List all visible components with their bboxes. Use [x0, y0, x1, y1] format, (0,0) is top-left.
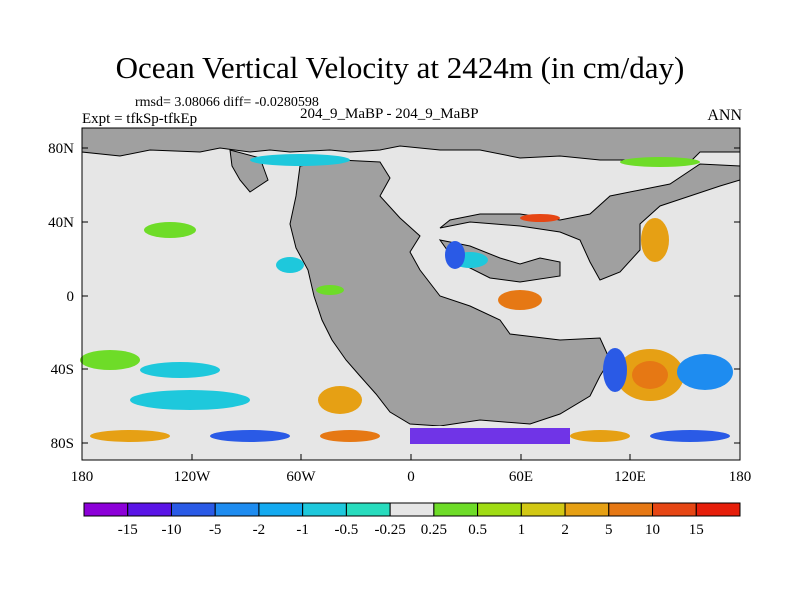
lat-tick-label: 40S: [51, 362, 74, 378]
velocity-patch: [276, 257, 304, 273]
colorbar-swatch: [345, 502, 391, 517]
velocity-patch: [410, 428, 570, 444]
colorbar-tick-label: -0.25: [375, 522, 406, 538]
velocity-patch: [632, 361, 668, 389]
velocity-patch: [80, 350, 140, 370]
velocity-patch: [650, 430, 730, 442]
colorbar-boxes: [83, 502, 741, 517]
colorbar-tick-label: -1: [296, 522, 309, 538]
velocity-patch: [318, 386, 362, 414]
colorbar-swatch: [302, 502, 347, 517]
colorbar-tick-label: 15: [689, 522, 704, 538]
colorbar-swatch: [477, 502, 522, 517]
lat-tick-label: 80S: [51, 436, 74, 452]
colorbar-swatch: [695, 502, 741, 517]
map-ticks: [81, 147, 741, 460]
colorbar-swatch: [170, 502, 216, 517]
rmsd-diff-text: rmsd= 3.08066 diff= -0.0280598: [135, 95, 319, 110]
colorbar-tick-label: -5: [209, 522, 222, 538]
velocity-patch: [140, 362, 220, 378]
velocity-patch: [90, 430, 170, 442]
colorbar-tick-label: 2: [561, 522, 569, 538]
velocity-patch: [677, 354, 733, 390]
velocity-patch: [498, 290, 542, 310]
lon-tick-label: 120E: [614, 469, 646, 485]
colorbar-swatch: [83, 502, 129, 517]
lat-tick-label: 80N: [48, 141, 74, 157]
colorbar-swatch: [389, 502, 435, 517]
velocity-patch: [641, 218, 669, 262]
velocity-patch: [570, 430, 630, 442]
velocity-patch: [603, 348, 627, 392]
velocity-patch: [130, 390, 250, 410]
colorbar-swatch: [564, 502, 610, 517]
colorbar-tick-label: 1: [518, 522, 526, 538]
colorbar-tick-label: 10: [645, 522, 660, 538]
case-label: 204_9_MaBP - 204_9_MaBP: [300, 106, 479, 122]
colorbar-tick-label: -15: [118, 522, 138, 538]
colorbar-tick-label: 5: [605, 522, 613, 538]
colorbar-swatch: [520, 502, 566, 517]
lat-tick-label: 0: [67, 289, 75, 305]
velocity-patch: [250, 154, 350, 166]
colorbar: -15 -10 -5 -2 -1 -0.5 -0.25 0.25 0.5 1 2 5 10 15: [83, 502, 741, 538]
lon-axis-labels: 180 120W 60W 0 60E 120E 180: [71, 469, 752, 485]
velocity-patch: [620, 157, 700, 167]
supercontinent-land: [289, 159, 611, 427]
south-band: [82, 444, 740, 460]
lon-tick-label: 0: [407, 469, 415, 485]
lon-tick-label: 60W: [286, 469, 316, 485]
map-panel: 80N 40N 0 40S 80S 180 120W 60W 0 60E 120…: [48, 127, 752, 485]
colorbar-swatch: [127, 502, 172, 517]
velocity-patch: [520, 214, 560, 222]
experiment-label: Expt = tfkSp-tfkEp: [82, 111, 198, 127]
lat-tick-label: 40N: [48, 215, 74, 231]
colorbar-labels: -15 -10 -5 -2 -1 -0.5 -0.25 0.25 0.5 1 2 5 10 15: [118, 522, 704, 538]
colorbar-swatch: [652, 502, 697, 517]
velocity-patch: [210, 430, 290, 442]
page-title: Ocean Vertical Velocity at 2424m (in cm/…: [115, 50, 685, 85]
colorbar-swatch: [214, 502, 260, 517]
velocity-patch: [445, 241, 465, 269]
colorbar-swatch: [433, 502, 479, 517]
season-label: ANN: [707, 107, 742, 124]
colorbar-tick-label: 0.25: [421, 522, 447, 538]
velocity-patch: [320, 430, 380, 442]
lon-tick-label: 120W: [174, 469, 212, 485]
velocity-patch: [144, 222, 196, 238]
colorbar-tick-label: 0.5: [468, 522, 487, 538]
colorbar-tick-label: -0.5: [335, 522, 359, 538]
lon-tick-label: 60E: [509, 469, 533, 485]
velocity-patch: [316, 285, 344, 295]
colorbar-swatch: [608, 502, 654, 517]
colorbar-swatch: [258, 502, 304, 517]
eastern-continent-land: [439, 163, 741, 281]
colorbar-tick-label: -2: [253, 522, 266, 538]
lon-tick-label: 180: [729, 469, 752, 485]
colorbar-tick-label: -10: [161, 522, 181, 538]
lon-tick-label: 180: [71, 469, 94, 485]
lat-axis-labels: 80N 40N 0 40S 80S: [48, 141, 74, 452]
velocity-field: [80, 154, 740, 446]
